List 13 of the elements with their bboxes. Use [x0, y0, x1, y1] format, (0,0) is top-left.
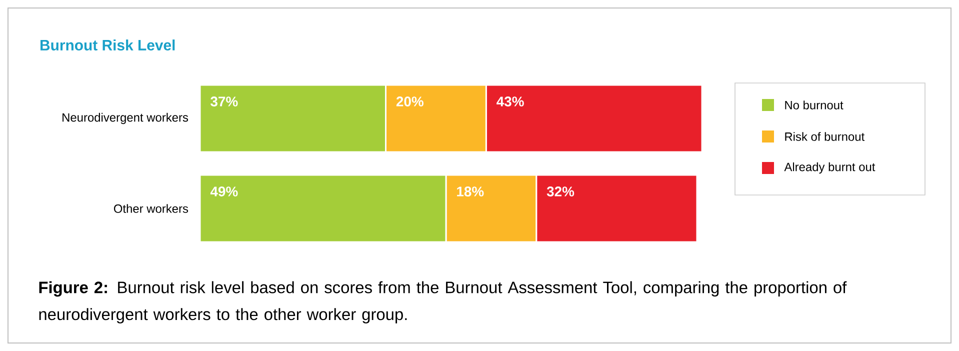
data-label: 32%: [546, 186, 574, 196]
data-label: 49%: [210, 186, 238, 196]
y-tick-label: Neurodivergent workers: [62, 112, 188, 124]
text: Figure 2: Burnout risk level based on scores from the Burnout Assessment Tool, comparing the proportion of neurodivergent workers to the other worker group.: [39, 281, 847, 324]
data-label: 18%: [457, 186, 484, 196]
data-label: 20%: [396, 96, 424, 106]
chart-title: Burnout Risk Level: [40, 40, 175, 50]
legend-label: Risk of burnout: [785, 132, 865, 141]
text: No burnout: [785, 100, 844, 110]
data-label: 37%: [210, 96, 238, 106]
y-tick-label: Other workers: [114, 204, 188, 213]
legend-label: Already burnt out: [784, 162, 876, 174]
data-label: 43%: [496, 96, 524, 106]
